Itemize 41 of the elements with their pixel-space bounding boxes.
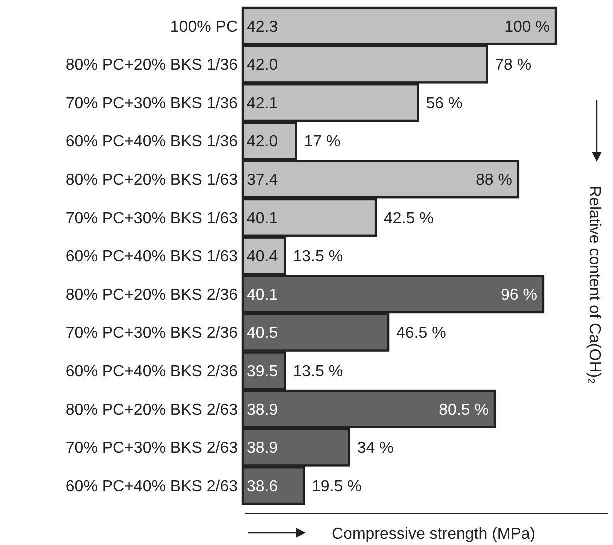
annotation: 37.4 [247, 172, 278, 189]
y-tick-label: 80% PC+20% BKS 1/36 [66, 57, 238, 74]
data-label: 80.5 % [439, 402, 489, 419]
annotation: 42.1 [247, 95, 278, 112]
x-axis-title: Compressive strength (MPa) [332, 526, 536, 543]
data-label: 19.5 % [312, 478, 362, 496]
data-label: 46.5 % [396, 325, 446, 342]
y-tick-label: 80% PC+20% BKS 2/36 [66, 286, 238, 304]
y-tick-label: 70% PC+30% BKS 2/63 [66, 440, 238, 458]
data-label: 96 % [501, 286, 538, 304]
y-tick-label: 70% PC+30% BKS 1/63 [66, 210, 238, 228]
y-axis-title: Relative content of Ca(OH)₂ [586, 186, 603, 384]
y-tick-label: 60% PC+40% BKS 2/63 [66, 478, 238, 496]
data-label: 17 % [304, 134, 341, 151]
annotation: 40.1 [247, 286, 278, 304]
annotation: 40.1 [247, 210, 278, 228]
y-tick-label: 80% PC+20% BKS 1/63 [66, 172, 238, 189]
y-tick-label: 60% PC+40% BKS 1/36 [66, 134, 238, 151]
data-label: 88 % [476, 172, 512, 189]
annotation: 42.3 [247, 18, 278, 36]
data-label: 56 % [426, 95, 463, 112]
annotation: 42.0 [247, 57, 278, 74]
annotation: 39.5 [247, 364, 278, 381]
annotation: 40.5 [247, 325, 278, 342]
annotation: 38.9 [247, 402, 278, 419]
annotation: 38.9 [247, 440, 278, 458]
data-label: 42.5 % [384, 210, 434, 228]
y-tick-label: 60% PC+40% BKS 2/36 [66, 364, 238, 381]
annotation: 38.6 [247, 478, 278, 496]
y-tick-label: 70% PC+30% BKS 1/36 [66, 95, 238, 112]
data-label: 13.5 % [293, 248, 344, 266]
y-tick-label: 70% PC+30% BKS 2/36 [66, 325, 238, 342]
y-tick-label: 80% PC+20% BKS 2/63 [66, 402, 238, 419]
annotation: 40.4 [247, 248, 278, 266]
data-label: 100 % [504, 18, 550, 36]
data-label: 13.5 % [293, 364, 344, 381]
y-tick-label: 100% PC [170, 18, 238, 36]
annotation: 42.0 [247, 134, 278, 151]
data-label: 78 % [495, 57, 532, 74]
y-tick-label: 60% PC+40% BKS 1/63 [66, 248, 238, 266]
data-label: 34 % [357, 440, 394, 458]
